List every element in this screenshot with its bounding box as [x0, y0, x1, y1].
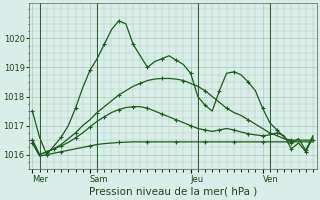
X-axis label: Pression niveau de la mer( hPa ): Pression niveau de la mer( hPa ) — [89, 187, 257, 197]
